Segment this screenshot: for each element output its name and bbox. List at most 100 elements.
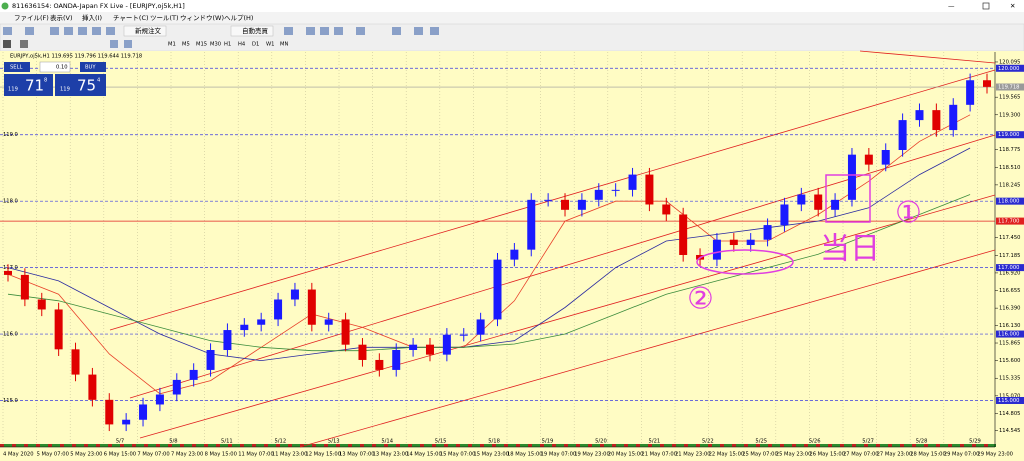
- session-strip: [40, 444, 44, 447]
- sell-price-pips: 71: [25, 77, 44, 95]
- menu-item[interactable]: チャート(C): [113, 14, 149, 22]
- menu-item[interactable]: ウィンドウ(W): [180, 14, 224, 22]
- timeframe-button[interactable]: H1: [224, 42, 231, 48]
- tool-icon[interactable]: [78, 27, 87, 35]
- session-strip: [56, 444, 60, 447]
- session-strip: [968, 444, 972, 447]
- level-left-label: 116.0: [3, 332, 18, 338]
- time-label: 29 May 23:00: [977, 452, 1013, 458]
- session-strip: [908, 444, 912, 447]
- session-strip: [352, 444, 356, 447]
- tool-icon[interactable]: [320, 27, 329, 35]
- day-marker: 5/29: [969, 439, 981, 445]
- session-strip: [992, 444, 996, 447]
- session-strip: [628, 444, 632, 447]
- tool-icon[interactable]: [414, 27, 423, 35]
- buy-price-box[interactable]: [55, 74, 106, 96]
- maximize-button[interactable]: [982, 2, 990, 10]
- session-strip: [344, 444, 348, 447]
- tool-icon[interactable]: [124, 40, 132, 48]
- sell-price-box[interactable]: [4, 74, 53, 96]
- timeframe-button[interactable]: M1: [168, 42, 176, 48]
- tool-icon[interactable]: [50, 27, 59, 35]
- session-strip: [748, 444, 752, 447]
- menu-item[interactable]: ファイル(F): [14, 14, 49, 22]
- tool-icon[interactable]: [356, 27, 365, 35]
- timeframe-button[interactable]: H4: [238, 42, 246, 48]
- session-strip: [188, 444, 192, 447]
- session-strip: [548, 444, 552, 447]
- buy-button[interactable]: [80, 62, 106, 72]
- session-strip: [744, 444, 748, 447]
- time-label: 19 May 07:00: [541, 452, 577, 458]
- session-strip: [816, 444, 820, 447]
- session-strip: [248, 444, 252, 447]
- tool-icon[interactable]: [3, 27, 12, 35]
- session-strip: [752, 444, 756, 447]
- timeframe-button[interactable]: MN: [280, 42, 288, 48]
- tool-icon[interactable]: [25, 27, 34, 35]
- tool-icon[interactable]: [64, 27, 73, 35]
- session-strip: [580, 444, 584, 447]
- session-strip: [316, 444, 320, 447]
- session-strip: [984, 444, 988, 447]
- cursor-tool[interactable]: [3, 40, 11, 48]
- menu-item[interactable]: ヘルプ(H): [224, 14, 253, 22]
- highlight-ellipse: [696, 249, 794, 275]
- candle-body: [712, 239, 721, 260]
- auto-trading-button[interactable]: [230, 25, 274, 37]
- tool-icon[interactable]: [110, 40, 118, 48]
- timeframe-button[interactable]: M15: [196, 42, 207, 48]
- bid-label: 119.718: [998, 85, 1019, 91]
- tool-icon[interactable]: [334, 27, 343, 35]
- session-strip: [244, 444, 248, 447]
- candle-body: [290, 289, 299, 300]
- candle-body: [679, 214, 688, 255]
- close-button[interactable]: ✕: [1010, 2, 1015, 10]
- y-tick-label: 116.920: [999, 270, 1020, 276]
- session-strip: [68, 444, 72, 447]
- crosshair-tool[interactable]: [20, 40, 28, 48]
- tool-icon[interactable]: [92, 27, 101, 35]
- y-tick-label: 116.655: [999, 288, 1020, 294]
- candle-body: [814, 194, 823, 210]
- menu-item[interactable]: 表示(V): [50, 13, 73, 22]
- buy-label[interactable]: BUY: [85, 65, 96, 71]
- session-strip: [944, 444, 948, 447]
- annotation-the-day: 当日: [820, 232, 880, 267]
- sell-button[interactable]: [4, 62, 30, 72]
- level-left-label: 119.0: [3, 132, 18, 138]
- session-strip: [156, 444, 160, 447]
- new-order-button[interactable]: [123, 25, 167, 37]
- timeframe-button[interactable]: W1: [266, 42, 274, 48]
- session-strip: [904, 444, 908, 447]
- session-strip: [380, 444, 384, 447]
- menu-item[interactable]: ツール(T): [150, 14, 179, 22]
- candle-body: [324, 319, 333, 325]
- tool-icon[interactable]: [106, 27, 115, 35]
- session-strip: [196, 444, 200, 447]
- session-strip: [336, 444, 340, 447]
- lots-field[interactable]: [39, 61, 71, 73]
- auto-trading-label[interactable]: 自動売買: [242, 26, 269, 35]
- tool-icon[interactable]: [392, 27, 401, 35]
- tool-icon[interactable]: [306, 27, 315, 35]
- sell-label[interactable]: SELL: [10, 65, 22, 71]
- tool-icon[interactable]: [430, 27, 439, 35]
- session-strip: [972, 444, 976, 447]
- timeframe-button[interactable]: M5: [182, 42, 190, 48]
- timeframe-button[interactable]: D1: [252, 42, 259, 48]
- menu-item[interactable]: 挿入(I): [82, 13, 102, 22]
- lots-value[interactable]: 0.10: [56, 65, 68, 71]
- buy-price-big: 119: [60, 87, 70, 93]
- session-strip: [708, 444, 712, 447]
- level-label-box: [996, 396, 1024, 404]
- y-tick-label: 119.300: [999, 112, 1020, 118]
- tool-icon[interactable]: [284, 27, 293, 35]
- timeframe-button[interactable]: M30: [210, 42, 221, 48]
- new-order-label[interactable]: 新規注文: [135, 26, 162, 35]
- session-strip: [572, 444, 576, 447]
- session-strip: [676, 444, 680, 447]
- minimize-button[interactable]: —: [948, 2, 955, 10]
- y-tick-label: 116.130: [999, 323, 1020, 329]
